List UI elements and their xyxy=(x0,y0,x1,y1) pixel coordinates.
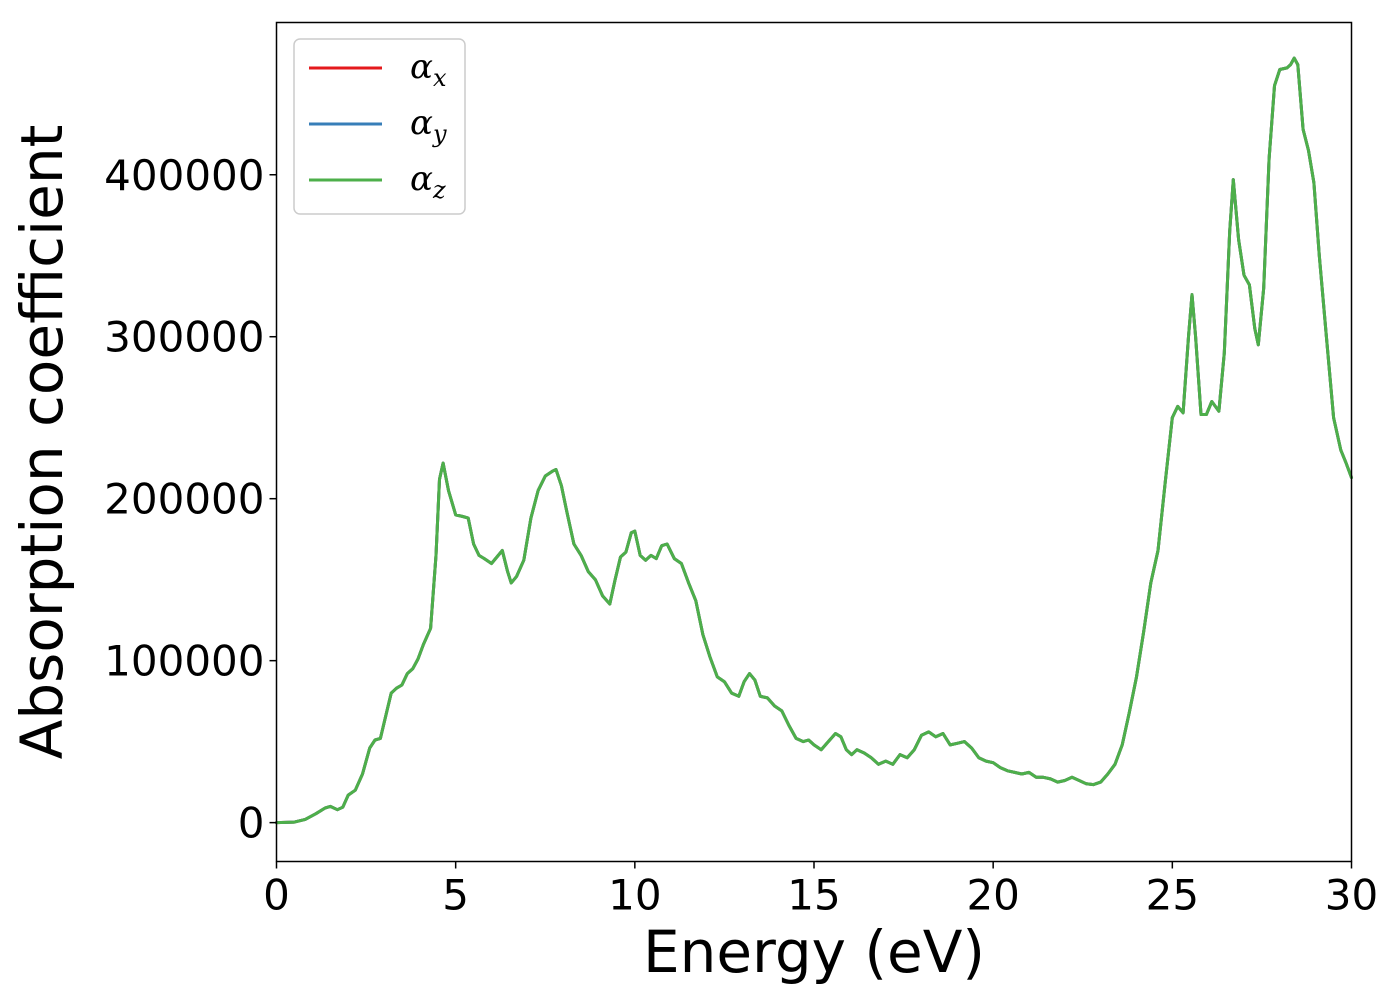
legend-frame xyxy=(293,38,466,215)
x-tick-label: 10 xyxy=(608,871,661,920)
y-tick-label: 300000 xyxy=(104,313,264,362)
x-tick-label: 5 xyxy=(442,871,469,920)
x-tick-label: 25 xyxy=(1146,871,1199,920)
x-tick-label: 20 xyxy=(966,871,1019,920)
y-tick-label: 200000 xyxy=(104,475,264,524)
legend: αx αy αz xyxy=(293,38,466,215)
series-layer xyxy=(275,56,1353,825)
y-tick-label: 0 xyxy=(238,799,265,848)
legend-label-x: αx xyxy=(410,47,447,92)
legend-label-z: αz xyxy=(410,159,446,204)
x-axis-ticks: 0 5 10 15 20 25 30 xyxy=(263,861,1378,920)
x-axis-label: Energy (eV) xyxy=(643,918,985,986)
series-line-z xyxy=(275,56,1353,825)
y-tick-label: 100000 xyxy=(104,637,264,686)
x-tick-label: 15 xyxy=(787,871,840,920)
y-axis-label: Absorption coefficient xyxy=(8,125,76,760)
legend-label-y: αy xyxy=(410,103,447,148)
legend-items: αx αy αz xyxy=(309,47,447,204)
x-tick-label: 0 xyxy=(263,871,290,920)
y-tick-label: 400000 xyxy=(104,151,264,200)
x-tick-label: 30 xyxy=(1325,871,1378,920)
y-axis-ticks: 0 100000 200000 300000 400000 xyxy=(104,151,277,848)
